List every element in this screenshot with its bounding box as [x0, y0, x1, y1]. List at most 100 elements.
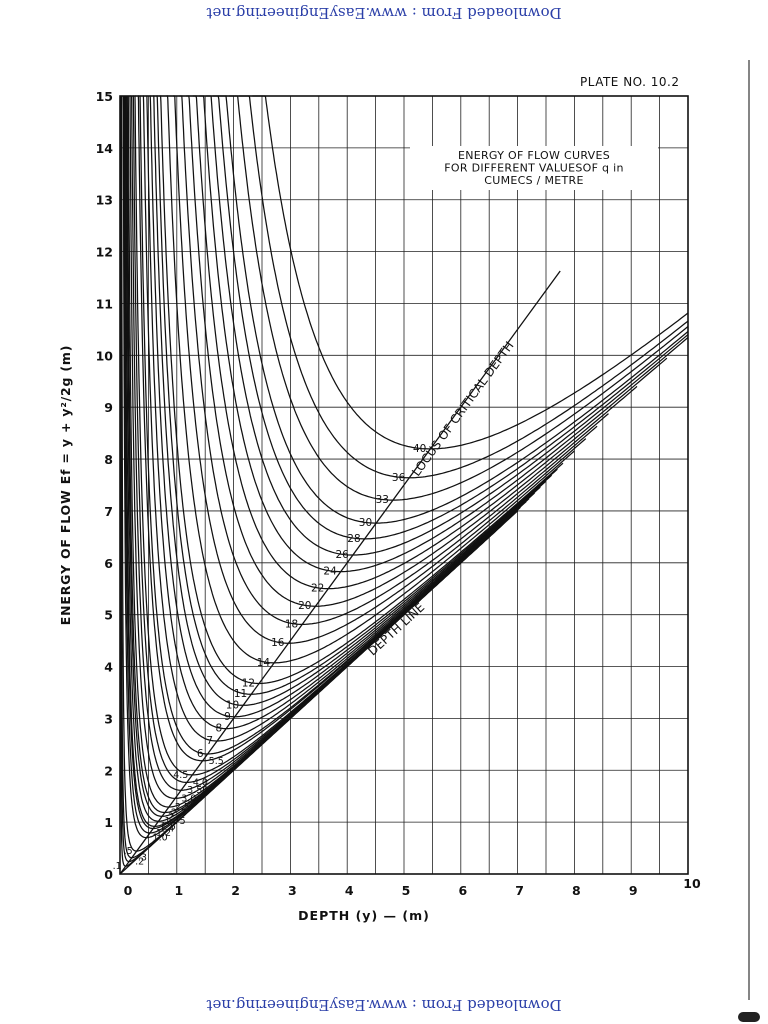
curve-label: .1 [113, 861, 122, 872]
curve-label: .5 [124, 846, 133, 857]
curve-label: 4.0 [193, 777, 208, 788]
energy-curve-q-28 [212, 95, 689, 540]
y-tick-label: 5 [104, 608, 113, 623]
y-axis-title: ENERGY OF FLOW Ef = y + y²/2g (m) [58, 345, 73, 625]
energy-curve-q-40 [252, 95, 689, 450]
curve-label: 1.75 [165, 816, 186, 827]
plate-number: PLATE NO. 10.2 [580, 75, 679, 89]
curve-label: 28 [347, 533, 360, 545]
y-tick-label: 14 [96, 141, 114, 156]
curve-label: 2.5 [175, 802, 190, 813]
chart-title-line: FOR DIFFERENT VALUESOF q in [444, 162, 623, 175]
x-tick-label: 7 [515, 883, 524, 898]
y-tick-label: 1 [104, 815, 113, 830]
energy-curve-q-1_2 [123, 96, 503, 834]
y-tick-label: 6 [104, 556, 113, 571]
energy-curve-q-9 [149, 95, 547, 718]
x-tick-label: 8 [572, 883, 581, 898]
y-tick-label: 10 [96, 348, 114, 363]
curve-label: 1.0 [153, 833, 168, 844]
curve-label: 7 [206, 735, 213, 747]
x-tick-label: 3 [288, 883, 297, 898]
energy-curve-q-7 [142, 95, 536, 742]
curve-label: 1.2 [156, 828, 171, 839]
x-axis-title: DEPTH (y) — (m) [298, 908, 430, 923]
depth-line [119, 510, 519, 875]
curve-label: 2 [168, 811, 174, 822]
energy-curve-q-22 [192, 95, 638, 590]
energy-curve-q-30 [219, 95, 689, 524]
curve-label: 4.5 [173, 770, 188, 781]
energy-curve-q-12 [159, 95, 564, 685]
curve-labels: .1.2.3.51.01.21.41.51.7522.22.53.03.504.… [113, 443, 427, 872]
page-edge-line [748, 60, 750, 1000]
energy-curve-q-1_75 [125, 96, 506, 822]
chart-title-line: CUMECS / METRE [484, 174, 584, 187]
curve-label: 3.0 [181, 793, 196, 804]
curve-label: 1.4 [159, 824, 174, 835]
energy-curve-q-8 [146, 95, 541, 730]
energy-curve-q-16 [173, 95, 587, 644]
x-tick-label: 1 [174, 883, 183, 898]
energy-curve-q-2 [125, 95, 507, 817]
x-tick-label: 6 [458, 883, 467, 898]
y-tick-label: 9 [104, 400, 113, 415]
curve-label: 1.5 [161, 821, 176, 832]
curve-label: 40 [413, 443, 426, 455]
energy-curve-q-33 [229, 95, 689, 501]
curve-label: 33 [376, 494, 389, 506]
chart-title-line: ENERGY OF FLOW CURVES [458, 149, 610, 162]
curve-label: 16 [271, 637, 285, 649]
x-tick-label: 5 [402, 883, 411, 898]
curve-label: 10 [226, 699, 239, 711]
curve-label: 9 [224, 711, 231, 723]
y-tick-label: 3 [104, 711, 113, 726]
y-tick-label: 2 [104, 763, 113, 778]
energy-curve-q-10 [153, 95, 553, 706]
energy-curve-q-1_5 [124, 96, 504, 828]
energy-curve-q-4_5 [134, 95, 521, 776]
curve-label: 36 [392, 472, 406, 484]
curve-label: 6 [197, 748, 204, 760]
x-tick-label: 4 [345, 883, 354, 898]
curve-label: 12 [242, 678, 255, 690]
curve-label: .2 [135, 857, 144, 868]
critical-depth-locus-label: LOCUS OF CRITICAL DEPTH [409, 339, 516, 479]
curve-label: 3.50 [187, 785, 208, 796]
x-tick-label: 2 [231, 883, 240, 898]
curve-label: 2.2 [171, 808, 186, 819]
y-tick-label: 15 [96, 89, 113, 104]
chart-title-background [410, 146, 658, 190]
curve-label: 26 [335, 549, 349, 561]
curve-label: 18 [285, 618, 298, 630]
energy-curve-q-14 [166, 95, 575, 664]
x-tick-label: 10 [683, 876, 701, 891]
y-tick-label: 0 [104, 867, 113, 882]
critical-depth-locus-line [119, 270, 561, 875]
axis-titles: DEPTH (y) — (m) ENERGY OF FLOW Ef = y + y… [58, 345, 430, 923]
y-tick-label: 11 [96, 296, 113, 311]
curve-label: 11 [234, 688, 247, 700]
energy-curve-q-18 [179, 95, 598, 626]
y-tick-label: 7 [104, 504, 113, 519]
y-tick-label: 8 [104, 452, 113, 467]
y-tick-label: 12 [96, 245, 113, 260]
curve-label: 8 [215, 723, 222, 735]
curve-label: .3 [138, 853, 147, 864]
curve-label: 14 [257, 657, 271, 669]
curve-label: 20 [298, 600, 311, 612]
page-edge-mark [738, 1012, 760, 1022]
curve-label: 5.5 [209, 756, 224, 767]
energy-curve-q-36 [239, 95, 689, 479]
y-tick-label: 4 [104, 660, 113, 675]
x-tick-label: 0 [124, 883, 133, 898]
curve-label: 22 [311, 583, 324, 595]
curve-label: 30 [359, 517, 372, 529]
x-tick-label: 9 [629, 883, 638, 898]
y-tick-label: 13 [96, 193, 113, 208]
